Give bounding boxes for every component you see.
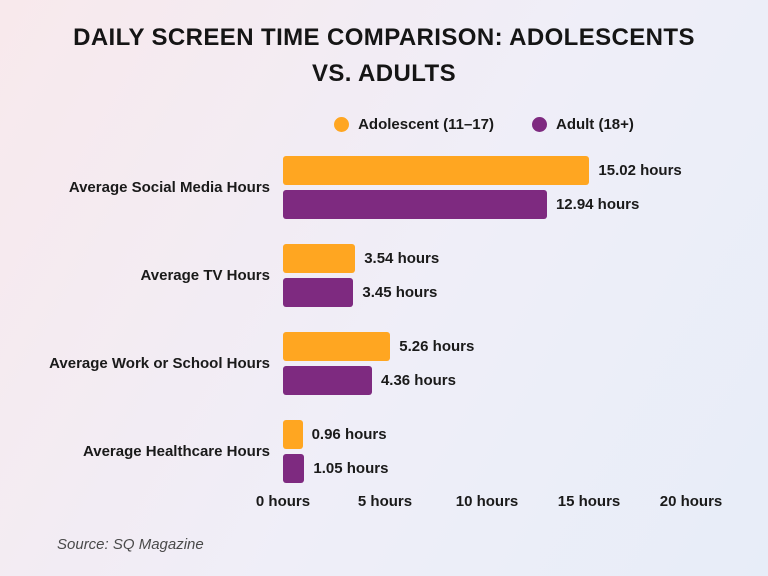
legend: Adolescent (11–17) Adult (18+): [0, 116, 768, 133]
adolescent-bar: [283, 332, 391, 361]
bar-row: 4.36 hours: [283, 366, 691, 395]
bar-row: 3.45 hours: [283, 278, 691, 307]
chart-group: Average Work or School Hours 5.26 hours 4.…: [0, 332, 768, 395]
bar-row: 15.02 hours: [283, 156, 691, 185]
bar-row: 1.05 hours: [283, 454, 691, 483]
bar-value-label: 0.96 hours: [311, 426, 387, 443]
x-tick-label: 15 hours: [557, 493, 621, 510]
bar-pair: 3.54 hours 3.45 hours: [283, 244, 691, 307]
adult-bar: [283, 454, 305, 483]
chart-title: DAILY SCREEN TIME COMPARISON: ADOLESCENT…: [73, 24, 695, 87]
adult-bar: [283, 366, 372, 395]
x-tick-label: 5 hours: [357, 493, 413, 510]
category-label: Average Healthcare Hours: [82, 442, 270, 460]
bar-chart: Average Social Media Hours 15.02 hours 12.…: [0, 156, 768, 483]
source-caption: Source: SQ Magazine: [57, 536, 204, 553]
bar-row: 0.96 hours: [283, 420, 691, 449]
chart-group: Average Healthcare Hours 0.96 hours 1.05 h…: [0, 420, 768, 483]
bar-value-label: 1.05 hours: [313, 460, 389, 477]
x-tick-label: 0 hours: [255, 493, 311, 510]
category-label: Average Social Media Hours: [68, 178, 270, 196]
bar-value-label: 3.45 hours: [362, 284, 438, 301]
bar-value-label: 15.02 hours: [598, 162, 682, 179]
bar-value-label: 12.94 hours: [555, 196, 640, 213]
bar-value-label: 4.36 hours: [380, 372, 456, 389]
bar-row: 3.54 hours: [283, 244, 691, 273]
adult-bar: [283, 190, 547, 219]
bar-pair: 0.96 hours 1.05 hours: [283, 420, 691, 483]
adolescent-bar: [283, 156, 590, 185]
x-axis: 0 hours 5 hours 10 hours 15 hours 20 hours: [256, 493, 722, 513]
x-tick-label: 10 hours: [455, 493, 519, 510]
category-label: Average Work or School Hours: [49, 354, 270, 372]
adolescent-dot-icon: [334, 117, 350, 132]
adult-dot-icon: [531, 117, 547, 132]
bar-pair: 15.02 hours 12.94 hours: [283, 156, 691, 219]
bar-pair: 5.26 hours 4.36 hours: [283, 332, 691, 395]
legend-item: Adult (18+): [531, 116, 634, 133]
bar-row: 12.94 hours: [283, 190, 691, 219]
adult-bar: [283, 278, 354, 307]
legend-label: Adolescent (11–17): [358, 116, 494, 133]
adolescent-bar: [283, 244, 356, 273]
chart-group: Average Social Media Hours 15.02 hours 12.…: [0, 156, 768, 219]
bar-row: 5.26 hours: [283, 332, 691, 361]
chart-group: Average TV Hours 3.54 hours 3.45 hours: [0, 244, 768, 307]
bar-value-label: 3.54 hours: [364, 250, 440, 267]
legend-item: Adolescent (11–17): [334, 116, 494, 133]
bar-value-label: 5.26 hours: [399, 338, 475, 355]
x-tick-label: 20 hours: [659, 493, 723, 510]
category-label: Average TV Hours: [140, 266, 271, 284]
legend-label: Adult (18+): [555, 116, 634, 133]
adolescent-bar: [283, 420, 303, 449]
